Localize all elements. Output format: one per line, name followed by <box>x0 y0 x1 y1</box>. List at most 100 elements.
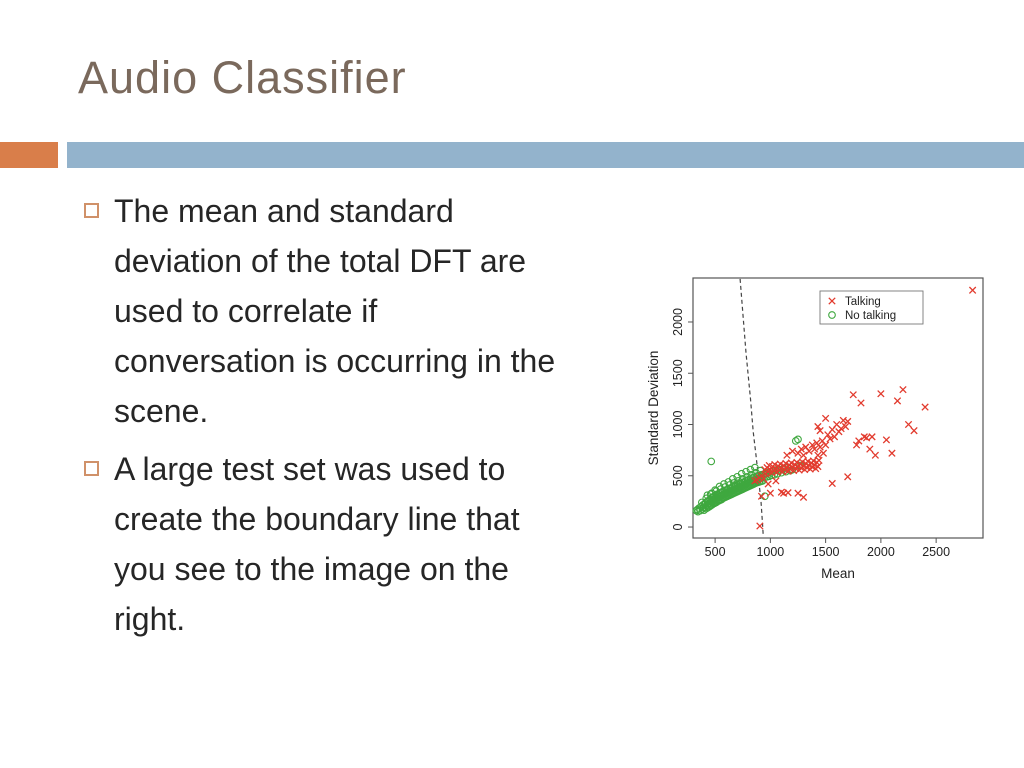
bullet-line: you see to the image on the <box>114 551 509 587</box>
talking-point <box>821 441 830 449</box>
legend-label: No talking <box>845 310 896 322</box>
talking-point <box>799 493 808 501</box>
talking-point <box>757 492 766 500</box>
talking-point <box>797 445 805 453</box>
no-talking-point <box>724 478 733 486</box>
legend-marker-o <box>828 311 836 319</box>
talking-point <box>808 441 817 449</box>
boundary-line <box>739 278 764 536</box>
y-tick-label: 0 <box>671 524 685 531</box>
talking-point <box>837 424 845 433</box>
legend-marker-x <box>828 297 836 305</box>
legend-label: Talking <box>845 296 881 308</box>
talking-point <box>844 473 852 481</box>
x-tick-label: 500 <box>705 545 726 559</box>
no-talking-point <box>702 494 711 503</box>
talking-point <box>810 445 819 453</box>
talking-point <box>788 447 797 455</box>
talking-point <box>756 522 764 530</box>
talking-point <box>866 445 874 453</box>
talking-point <box>794 489 802 497</box>
scatter-chart-svg: 500 1000 1500 2000 2500 0 500 1000 1500 2000 Mean S… <box>646 277 984 581</box>
x-tick-label: 2500 <box>922 545 950 559</box>
talking-point <box>760 475 768 483</box>
bullet-list: The mean and standard deviation of the to… <box>84 186 644 652</box>
x-tick-label: 1500 <box>812 545 840 559</box>
page-title: Audio Classifier <box>78 52 407 103</box>
bullet-line: The mean and standard <box>114 193 454 229</box>
talking-point <box>819 449 828 457</box>
y-tick-label: 500 <box>671 465 685 486</box>
talking-point <box>772 477 780 485</box>
talking-point <box>766 489 775 497</box>
talking-point <box>921 403 929 411</box>
no-talking-point <box>794 435 802 444</box>
no-talking-point <box>751 463 759 472</box>
x-tick-label: 2000 <box>867 545 895 559</box>
talking-point <box>839 416 847 425</box>
bullet-item-1: The mean and standard deviation of the to… <box>84 186 644 436</box>
y-tick-label: 1500 <box>671 359 685 387</box>
no-talking-point <box>707 457 716 466</box>
talking-point <box>814 451 822 459</box>
talking-point <box>841 422 850 431</box>
bullet-line: scene. <box>114 393 209 429</box>
bullet-square-icon <box>84 203 99 218</box>
talking-point <box>860 433 868 441</box>
talking-point <box>777 488 786 496</box>
legend-box <box>819 290 924 325</box>
talking-point <box>814 422 822 431</box>
talking-point <box>828 479 836 488</box>
talking-point <box>877 390 885 398</box>
x-axis-label: Mean <box>821 566 855 581</box>
talking-point <box>783 451 791 459</box>
bullet-item-2: A large test set was used to create the b… <box>84 444 644 644</box>
talking-point <box>826 435 834 443</box>
plot-frame <box>692 277 984 539</box>
talking-point <box>821 414 830 423</box>
no-talking-point <box>746 465 755 474</box>
bullet-line: deviation of the total DFT are <box>114 243 527 279</box>
talking-point <box>805 447 813 455</box>
talking-point <box>882 436 891 444</box>
talking-point <box>855 437 863 445</box>
talking-point <box>814 462 822 471</box>
accent-orange-rect <box>0 142 58 168</box>
no-talking-point <box>706 490 715 499</box>
no-talking-point <box>791 437 800 445</box>
talking-point <box>857 399 865 407</box>
talking-point <box>799 451 808 459</box>
talking-point <box>871 451 880 459</box>
talking-point <box>784 489 792 497</box>
talking-point <box>868 433 876 441</box>
talking-point <box>852 441 861 449</box>
talking-point <box>816 443 824 451</box>
x-tick-label: 1000 <box>756 545 784 559</box>
talking-point <box>816 426 824 435</box>
bullet-line: A large test set was used to <box>114 451 506 487</box>
talking-point <box>862 434 871 442</box>
bullet-line: right. <box>114 601 186 637</box>
y-axis-label: Standard Deviation <box>646 351 661 466</box>
talking-point <box>968 286 977 294</box>
no-talking-point <box>720 480 728 488</box>
talking-point <box>849 391 857 399</box>
bullet-line: create the boundary line that <box>114 501 520 537</box>
no-talking-point <box>711 486 719 494</box>
y-tick-label: 1000 <box>671 411 685 439</box>
y-tick-label: 2000 <box>671 308 685 336</box>
accent-blue-bar <box>67 142 1024 168</box>
no-talking-point <box>730 479 738 487</box>
no-talking-point <box>697 498 706 507</box>
talking-point <box>893 397 902 405</box>
talking-point <box>899 385 907 394</box>
talking-point <box>904 420 913 429</box>
talking-point <box>888 449 896 457</box>
scatter-chart: 500 1000 1500 2000 2500 0 500 1000 1500 2000 Mean S… <box>645 256 1024 601</box>
bullet-square-icon <box>84 461 99 476</box>
talking-point <box>844 417 852 426</box>
no-talking-point <box>742 467 750 476</box>
bullet-line: used to correlate if <box>114 293 378 329</box>
talking-point <box>751 477 759 485</box>
